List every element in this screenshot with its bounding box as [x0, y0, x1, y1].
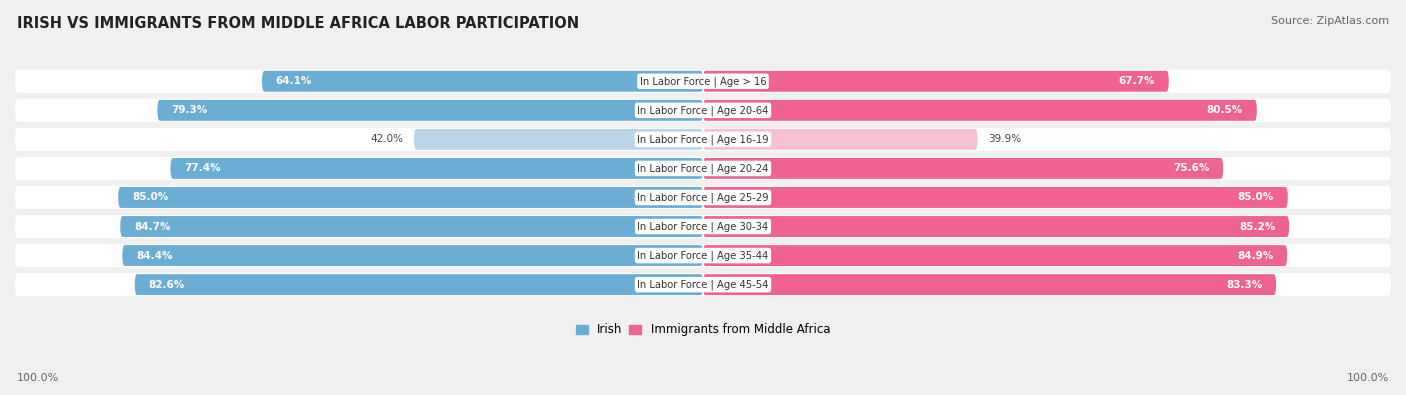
FancyBboxPatch shape	[262, 71, 703, 92]
Text: 83.3%: 83.3%	[1226, 280, 1263, 290]
Text: 77.4%: 77.4%	[184, 164, 221, 173]
Text: In Labor Force | Age 35-44: In Labor Force | Age 35-44	[637, 250, 769, 261]
FancyBboxPatch shape	[15, 215, 1391, 238]
FancyBboxPatch shape	[15, 273, 1391, 296]
Text: In Labor Force | Age 16-19: In Labor Force | Age 16-19	[637, 134, 769, 145]
FancyBboxPatch shape	[703, 71, 1168, 92]
Text: 85.0%: 85.0%	[132, 192, 169, 203]
Text: In Labor Force | Age 20-24: In Labor Force | Age 20-24	[637, 163, 769, 174]
FancyBboxPatch shape	[703, 187, 1288, 208]
FancyBboxPatch shape	[15, 244, 1391, 267]
FancyBboxPatch shape	[703, 129, 977, 150]
Text: 67.7%: 67.7%	[1119, 76, 1154, 86]
Text: 84.4%: 84.4%	[136, 250, 173, 261]
Text: 42.0%: 42.0%	[371, 134, 404, 145]
Text: 80.5%: 80.5%	[1206, 105, 1243, 115]
Text: 100.0%: 100.0%	[17, 373, 59, 383]
FancyBboxPatch shape	[157, 100, 703, 121]
FancyBboxPatch shape	[121, 216, 703, 237]
Text: 82.6%: 82.6%	[149, 280, 184, 290]
FancyBboxPatch shape	[170, 158, 703, 179]
Text: 39.9%: 39.9%	[988, 134, 1021, 145]
Text: In Labor Force | Age 30-34: In Labor Force | Age 30-34	[637, 221, 769, 232]
Text: Source: ZipAtlas.com: Source: ZipAtlas.com	[1271, 16, 1389, 26]
FancyBboxPatch shape	[703, 274, 1277, 295]
Text: 85.2%: 85.2%	[1239, 222, 1275, 231]
Text: In Labor Force | Age 45-54: In Labor Force | Age 45-54	[637, 279, 769, 290]
Text: 64.1%: 64.1%	[276, 76, 312, 86]
FancyBboxPatch shape	[135, 274, 703, 295]
Text: In Labor Force | Age 25-29: In Labor Force | Age 25-29	[637, 192, 769, 203]
FancyBboxPatch shape	[15, 157, 1391, 180]
Text: 84.7%: 84.7%	[134, 222, 170, 231]
Text: In Labor Force | Age 20-64: In Labor Force | Age 20-64	[637, 105, 769, 116]
FancyBboxPatch shape	[122, 245, 703, 266]
FancyBboxPatch shape	[413, 129, 703, 150]
Text: 85.0%: 85.0%	[1237, 192, 1274, 203]
Legend: Irish, Immigrants from Middle Africa: Irish, Immigrants from Middle Africa	[571, 318, 835, 341]
Text: 79.3%: 79.3%	[172, 105, 208, 115]
FancyBboxPatch shape	[703, 158, 1223, 179]
FancyBboxPatch shape	[118, 187, 703, 208]
FancyBboxPatch shape	[15, 128, 1391, 151]
FancyBboxPatch shape	[703, 245, 1286, 266]
Text: 84.9%: 84.9%	[1237, 250, 1274, 261]
FancyBboxPatch shape	[15, 99, 1391, 122]
Text: 100.0%: 100.0%	[1347, 373, 1389, 383]
Text: 75.6%: 75.6%	[1173, 164, 1209, 173]
FancyBboxPatch shape	[15, 186, 1391, 209]
FancyBboxPatch shape	[703, 216, 1289, 237]
FancyBboxPatch shape	[703, 100, 1257, 121]
Text: In Labor Force | Age > 16: In Labor Force | Age > 16	[640, 76, 766, 87]
FancyBboxPatch shape	[15, 70, 1391, 93]
Text: IRISH VS IMMIGRANTS FROM MIDDLE AFRICA LABOR PARTICIPATION: IRISH VS IMMIGRANTS FROM MIDDLE AFRICA L…	[17, 16, 579, 31]
